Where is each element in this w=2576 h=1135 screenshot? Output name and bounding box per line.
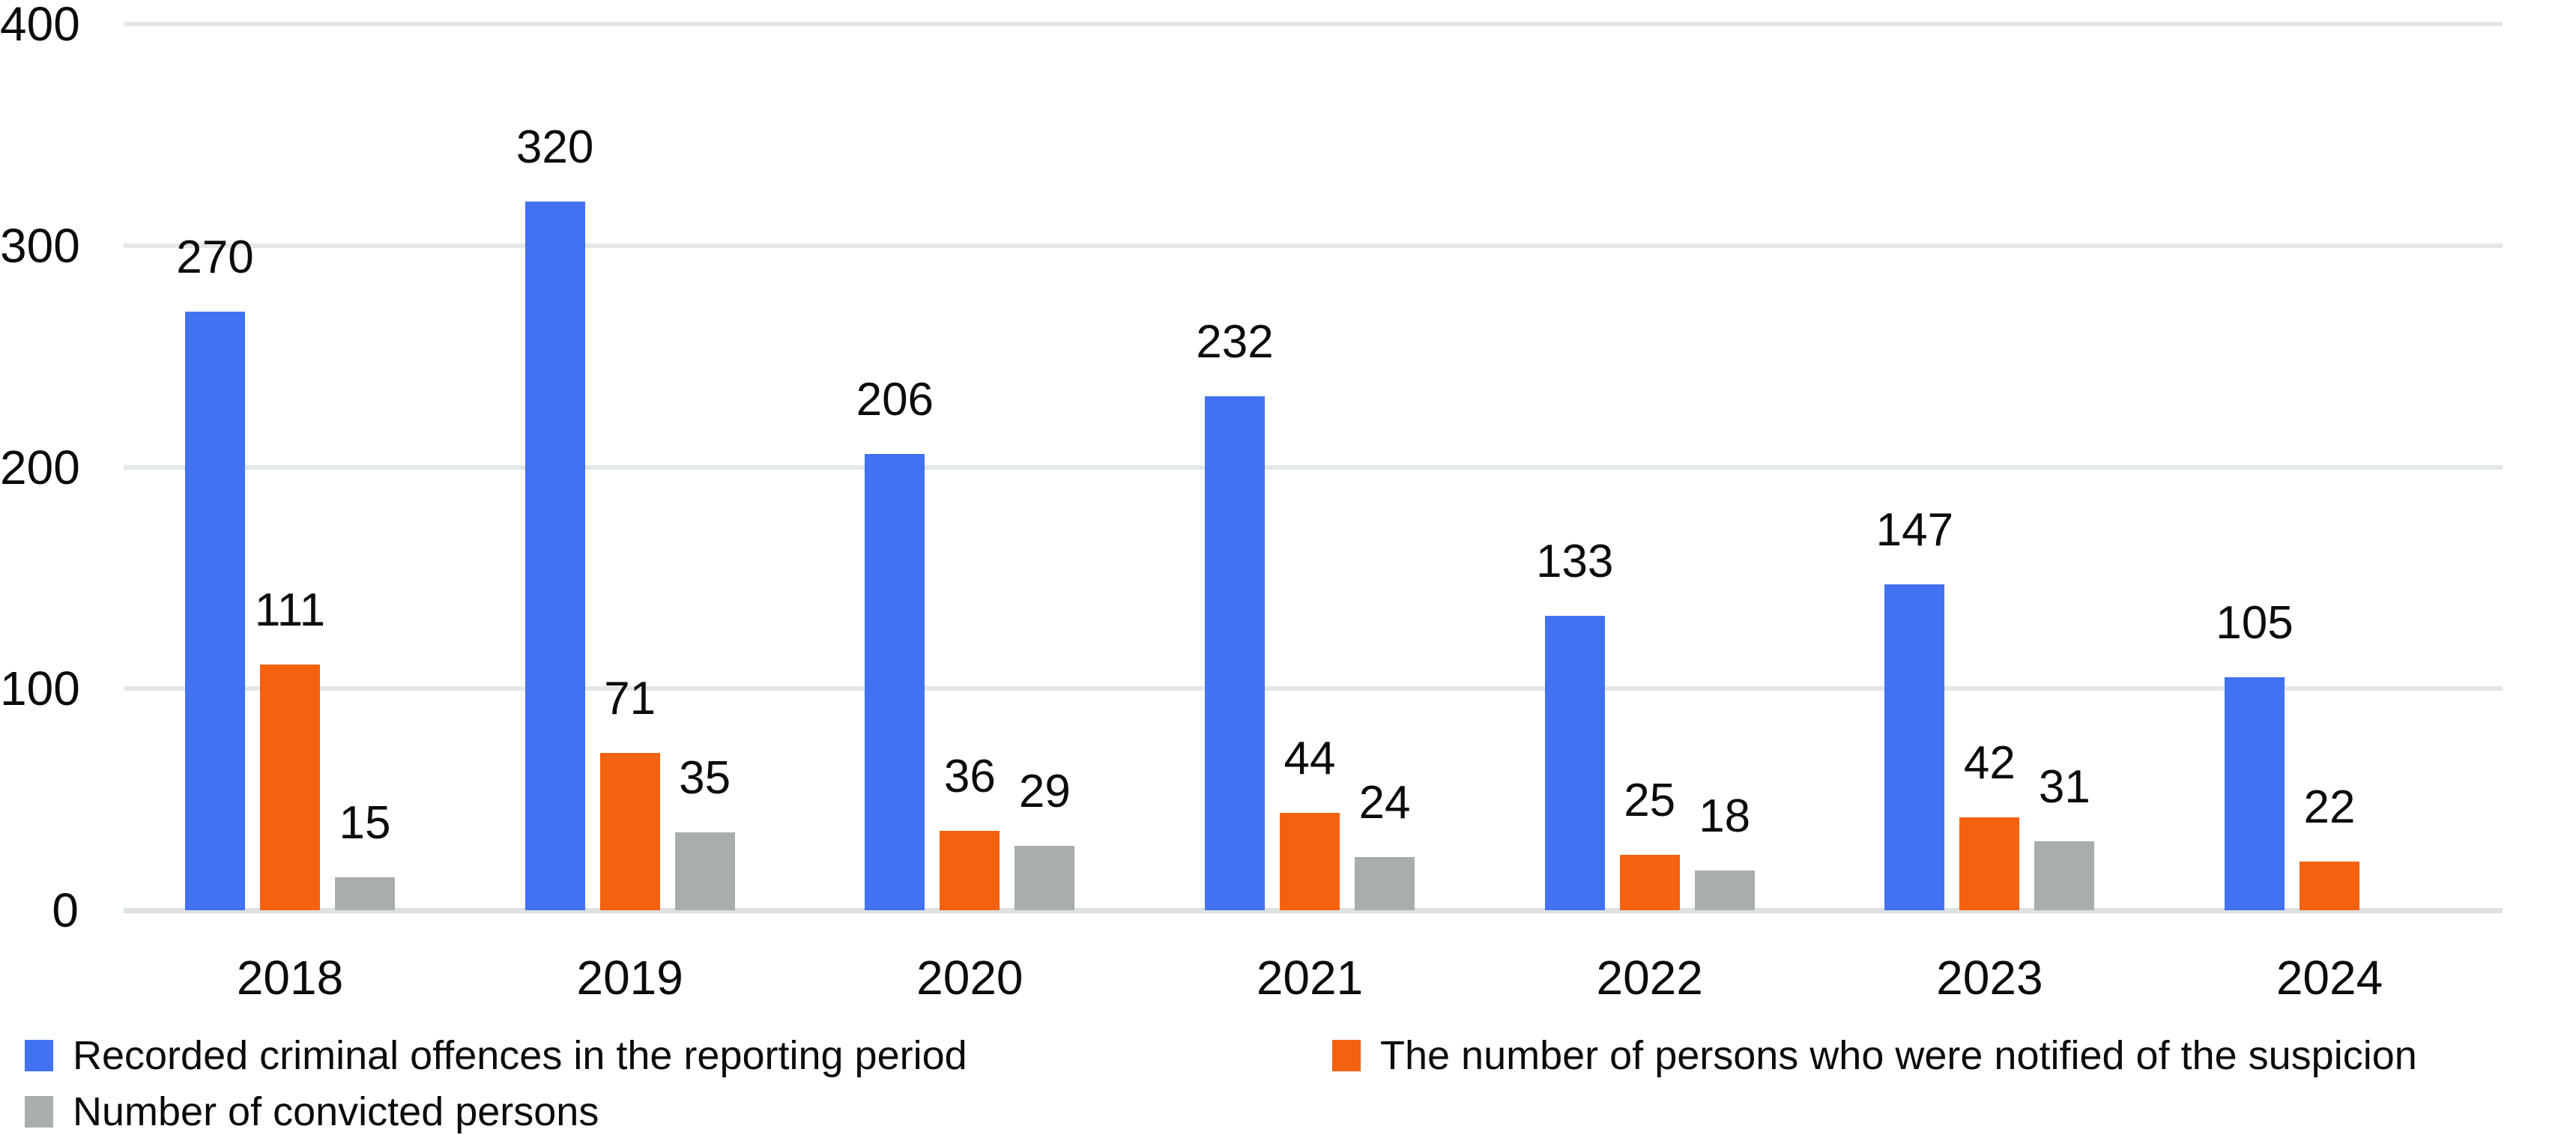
bar-recorded-offences: [524, 201, 585, 910]
bar-value-label: 206: [856, 373, 934, 426]
legend-item-recorded-offences: Recorded criminal offences in the report…: [25, 1035, 967, 1077]
x-axis-year-label: 2022: [1596, 951, 1703, 1005]
bar-value-label: 29: [1018, 766, 1071, 818]
bar-value-label: 31: [2038, 761, 2090, 814]
gridline: [124, 464, 2503, 470]
x-axis-year-label: 2019: [576, 951, 683, 1005]
bar-value-label: 36: [943, 750, 996, 802]
gridline: [124, 686, 2503, 691]
bar-recorded-offences: [185, 312, 245, 910]
bar-value-label: 71: [604, 673, 656, 725]
bar-recorded-offences: [865, 453, 925, 910]
bar-notified-suspicion: [260, 664, 320, 910]
x-axis-year-label: 2024: [2276, 951, 2383, 1005]
bar-notified-suspicion: [599, 753, 660, 910]
bar-value-label: 147: [1875, 504, 1954, 557]
legend-item-notified-suspicion: The number of persons who were notified …: [1332, 1035, 2417, 1077]
bar-value-label: 15: [339, 796, 391, 849]
bar-value-label: 18: [1699, 790, 1751, 842]
x-axis-year-label: 2018: [236, 951, 344, 1005]
x-axis-year-label: 2023: [1936, 951, 2043, 1005]
bar-convicted-persons: [1355, 857, 1415, 910]
legend-label: The number of persons who were notified …: [1380, 1033, 2417, 1078]
y-axis-tick-label: 100: [0, 662, 80, 716]
bar-recorded-offences: [1544, 615, 1605, 910]
bar-recorded-offences: [2225, 677, 2285, 910]
bar-notified-suspicion: [1959, 817, 2020, 910]
legend-swatch: [1332, 1040, 1361, 1071]
bar-convicted-persons: [674, 832, 735, 910]
gridline: [124, 22, 2503, 26]
bar-value-label: 42: [1963, 736, 2016, 789]
legend-swatch: [25, 1096, 53, 1128]
bar-value-label: 44: [1284, 732, 1336, 784]
legend-label: Recorded criminal offences in the report…: [73, 1033, 967, 1078]
y-axis-tick-label: 0: [52, 883, 79, 937]
bar-convicted-persons: [1694, 870, 1755, 910]
bar-notified-suspicion: [2300, 861, 2360, 910]
bar-convicted-persons: [1015, 846, 1075, 910]
bar-convicted-persons: [335, 877, 395, 910]
bar-convicted-persons: [2034, 841, 2095, 910]
bar-value-label: 25: [1624, 775, 1676, 827]
y-axis-tick-label: 400: [0, 0, 80, 51]
x-axis-year-label: 2021: [1256, 951, 1364, 1005]
x-axis-year-label: 2020: [916, 951, 1024, 1005]
gridline: [124, 243, 2503, 248]
y-axis-tick-label: 200: [0, 440, 80, 494]
bar-recorded-offences: [1884, 584, 1945, 910]
y-axis-tick-label: 300: [0, 218, 80, 273]
bar-notified-suspicion: [940, 830, 1000, 910]
bar-value-label: 24: [1358, 777, 1411, 829]
bar-notified-suspicion: [1619, 855, 1680, 910]
x-axis-baseline: [124, 908, 2503, 913]
bar-recorded-offences: [1205, 396, 1265, 910]
bar-value-label: 270: [176, 231, 254, 284]
bar-value-label: 232: [1196, 315, 1274, 368]
bar-value-label: 22: [2303, 781, 2356, 833]
legend-item-convicted-persons: Number of convicted persons: [25, 1091, 599, 1133]
bar-value-label: 133: [1535, 535, 1614, 587]
bar-value-label: 105: [2216, 597, 2294, 650]
legend-label: Number of convicted persons: [73, 1089, 599, 1134]
bar-notified-suspicion: [1280, 812, 1340, 910]
legend-swatch: [25, 1040, 53, 1071]
bar-value-label: 35: [679, 752, 731, 805]
bar-value-label: 111: [254, 584, 326, 636]
bar-value-label: 320: [515, 121, 594, 173]
